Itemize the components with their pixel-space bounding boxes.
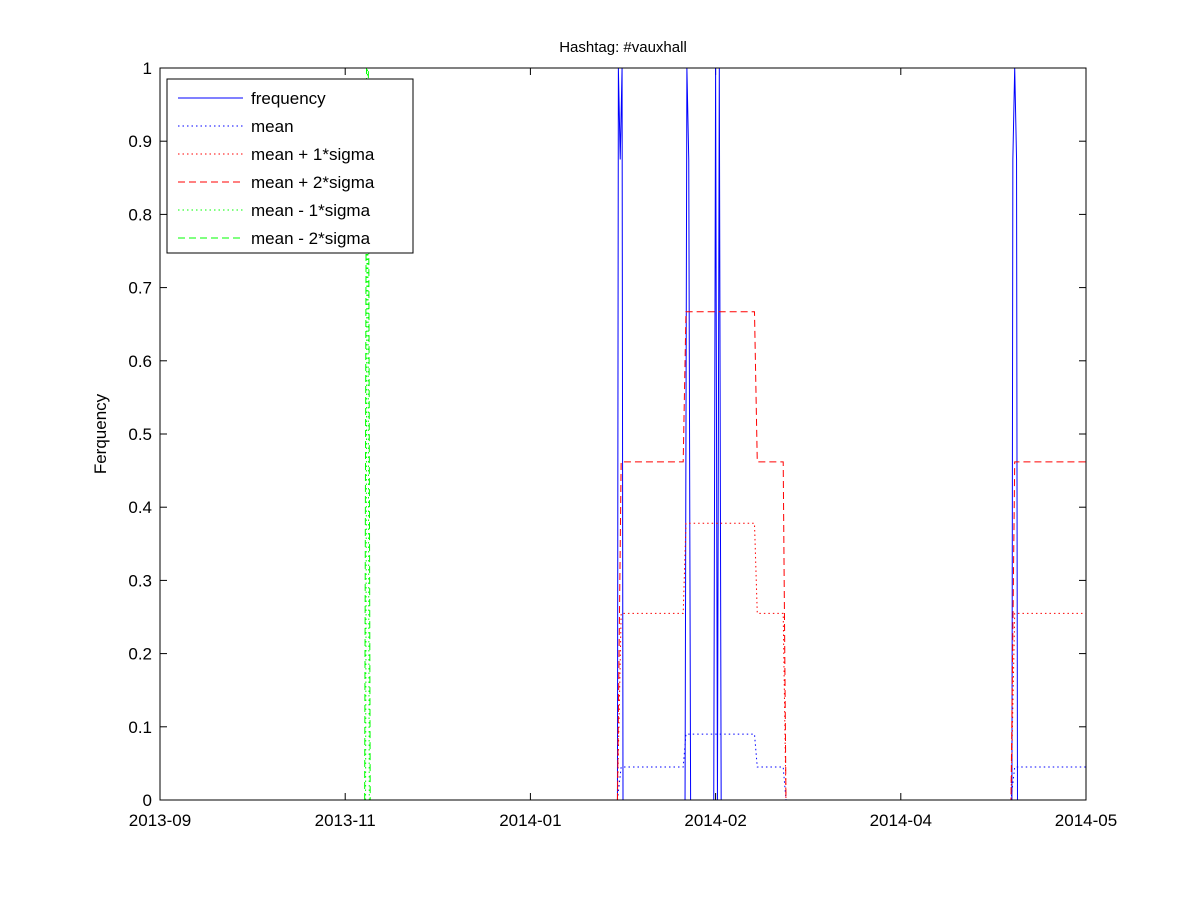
chart-title: Hashtag: #vauxhall xyxy=(559,39,687,56)
y-tick-label: 0 xyxy=(143,791,152,810)
x-tick-labels: 2013-09 2013-11 2014-01 2014-02 2014-04 2014-… xyxy=(129,811,1117,830)
series-line-mean-1-sigma xyxy=(365,68,370,800)
y-tick-label: 0.3 xyxy=(128,571,152,590)
y-tick-label: 1 xyxy=(143,59,152,78)
series-layer xyxy=(160,68,1086,800)
y-tick-label: 0.8 xyxy=(128,205,152,224)
x-tick-label: 2014-02 xyxy=(684,811,746,830)
legend-label: frequency xyxy=(251,89,326,108)
legend-label: mean + 1*sigma xyxy=(251,145,375,164)
x-tick-label: 2013-11 xyxy=(315,811,376,830)
y-tick-label: 0.1 xyxy=(128,718,152,737)
x-tick-label: 2014-05 xyxy=(1055,811,1117,830)
legend-box xyxy=(166,78,414,254)
y-tick-label: 0.7 xyxy=(128,279,152,298)
y-tick-label: 0.5 xyxy=(128,425,152,444)
legend: frequency mean mean + 1*sigma mean + 2*sigm… xyxy=(166,78,414,254)
legend-label: mean + 2*sigma xyxy=(251,173,375,192)
plot-area-border xyxy=(159,67,1087,801)
x-tick-label: 2014-04 xyxy=(870,811,932,830)
legend-label: mean - 2*sigma xyxy=(251,229,371,248)
y-axis-label: Ferquency xyxy=(91,393,110,474)
y-tick-labels: 0 0.1 0.2 0.3 0.4 0.5 0.6 0.7 0.8 0.9 1 xyxy=(128,59,152,810)
y-tick-label: 0.6 xyxy=(128,352,152,371)
series-line-frequency xyxy=(160,68,1086,800)
y-tick-label: 0.4 xyxy=(128,498,152,517)
x-tick-label: 2013-09 xyxy=(129,811,191,830)
y-tick-label: 0.9 xyxy=(128,132,152,151)
series-line-mean-2-sigma xyxy=(616,311,1086,800)
y-tick-label: 0.2 xyxy=(128,645,152,664)
legend-label: mean - 1*sigma xyxy=(251,201,371,220)
x-tick-label: 2014-01 xyxy=(499,811,561,830)
legend-label: mean xyxy=(251,117,294,136)
series-line-mean-2-sigma xyxy=(364,68,371,800)
legend-items: frequency mean mean + 1*sigma mean + 2*sigm… xyxy=(178,89,375,248)
